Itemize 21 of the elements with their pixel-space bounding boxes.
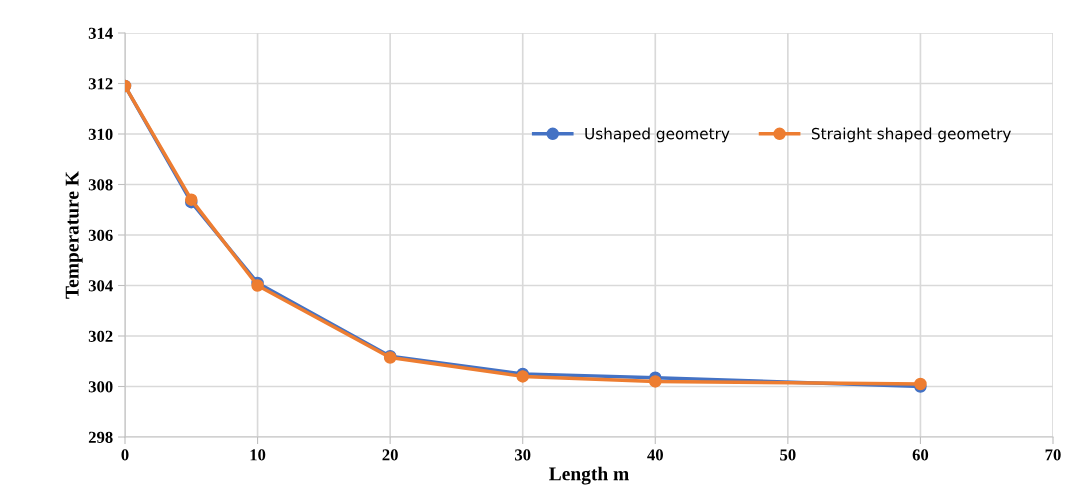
y-tick-label: 314 bbox=[88, 27, 113, 39]
x-tick-label: 40 bbox=[647, 449, 663, 461]
y-axis-title: Temperature K bbox=[65, 171, 83, 299]
y-tick-label: 300 bbox=[88, 381, 113, 393]
x-tick-label: 30 bbox=[515, 449, 531, 461]
x-tick-label: 50 bbox=[780, 449, 796, 461]
y-tick-label: 312 bbox=[88, 78, 113, 90]
y-tick-label: 308 bbox=[88, 179, 113, 191]
x-tick-label: 70 bbox=[1045, 449, 1061, 461]
y-tick-label: 306 bbox=[88, 229, 113, 241]
x-tick-label: 10 bbox=[250, 449, 266, 461]
x-axis-title: Length m bbox=[549, 466, 629, 485]
legend-label: Straight shaped geometry bbox=[811, 127, 1011, 143]
x-tick-label: 20 bbox=[382, 449, 398, 461]
x-tick-label: 0 bbox=[121, 449, 129, 461]
x-tick-label: 60 bbox=[912, 449, 929, 461]
legend-label: Ushaped geometry bbox=[585, 127, 730, 143]
y-tick-label: 298 bbox=[88, 431, 113, 443]
y-tick-label: 310 bbox=[88, 128, 113, 140]
y-tick-label: 302 bbox=[88, 330, 113, 342]
y-tick-label: 304 bbox=[88, 280, 113, 292]
